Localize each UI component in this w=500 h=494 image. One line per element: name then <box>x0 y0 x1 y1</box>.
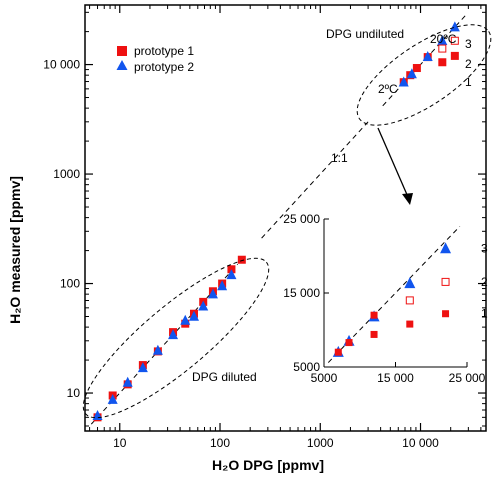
x-tick-label: 1000 <box>307 436 334 450</box>
inset-pointer-arrowhead <box>402 193 413 205</box>
y-tick-label: 1000 <box>53 167 80 181</box>
inset-chart: 5000 15 000 25 000 5000 15 000 25 000 3 2 1 <box>283 212 488 385</box>
point-prototype-2 <box>398 76 409 87</box>
label-main-2: 2 <box>465 57 472 71</box>
inset-point-prototype-2 <box>440 242 452 254</box>
inset-point-prototype-1 <box>345 339 353 347</box>
x-tick-label: 100 <box>210 436 230 450</box>
legend: prototype 1 prototype 2 <box>116 44 194 74</box>
inset-y-tick-label: 25 000 <box>283 212 320 226</box>
inset-point-prototype-1-open <box>441 277 450 286</box>
point-prototype-1 <box>237 255 246 264</box>
point-prototype-2 <box>207 288 218 299</box>
legend-label-prototype-1: prototype 1 <box>134 44 194 58</box>
y-axis-title: H₂O measured [ppmv] <box>7 176 23 324</box>
point-prototype-2 <box>437 35 448 46</box>
x-tick-label: 10 000 <box>402 436 439 450</box>
point-prototype-1 <box>438 58 447 67</box>
point-prototype-1-open <box>438 44 447 53</box>
label-2c: 2ºC <box>378 82 398 96</box>
inset-point-prototype-1-open <box>405 296 414 305</box>
inset-point-prototype-1 <box>370 330 378 338</box>
inset-label-2: 2 <box>481 275 488 289</box>
inset-y-tick-label: 5000 <box>293 360 320 374</box>
point-prototype-1-open <box>450 36 459 45</box>
point-prototype-2 <box>226 269 237 280</box>
inset-label-1: 1 <box>481 307 488 321</box>
diluted-cluster-outline <box>82 257 270 419</box>
point-prototype-2 <box>198 300 209 311</box>
inset-point-prototype-1 <box>370 311 378 319</box>
point-prototype-1 <box>412 64 421 73</box>
inset-label-3: 3 <box>481 242 488 256</box>
point-prototype-2 <box>422 50 433 61</box>
point-prototype-2 <box>406 68 417 79</box>
point-prototype-2 <box>180 314 191 325</box>
label-dpg-diluted: DPG diluted <box>192 370 257 384</box>
inset-y-tick-label: 15 000 <box>283 286 320 300</box>
y-tick-label: 10 000 <box>43 58 80 72</box>
x-axis-title: H₂O DPG [ppmv] <box>212 457 324 473</box>
point-prototype-2 <box>137 362 148 373</box>
inset-x-tick-label: 25 000 <box>449 371 486 385</box>
point-prototype-2 <box>217 280 228 291</box>
point-prototype-2 <box>168 329 179 340</box>
label-one-to-one: 1:1 <box>331 151 348 165</box>
inset-point-prototype-2 <box>404 277 416 289</box>
point-prototype-2 <box>122 376 133 387</box>
y-tick-label: 100 <box>60 277 80 291</box>
point-prototype-2 <box>107 393 118 404</box>
plot-area: 10 100 1000 10 000 10 100 1000 10 000 <box>43 4 487 450</box>
point-prototype-2 <box>188 310 199 321</box>
inset-x-tick-label: 5000 <box>311 371 338 385</box>
x-tick-label: 10 <box>113 436 127 450</box>
inset-pointer-arrow <box>377 127 409 198</box>
legend-marker-prototype-2 <box>116 60 128 70</box>
point-prototype-1 <box>450 51 459 60</box>
label-main-1: 1 <box>465 75 472 89</box>
legend-label-prototype-2: prototype 2 <box>134 60 194 74</box>
y-tick-label: 10 <box>67 386 81 400</box>
point-prototype-2 <box>449 21 460 32</box>
inset-point-prototype-1 <box>406 320 414 328</box>
inset-x-tick-label: 15 000 <box>377 371 414 385</box>
inset-point-prototype-1 <box>442 310 450 318</box>
point-prototype-2 <box>152 344 163 355</box>
annotations: DPG undiluted DPG diluted 20ºC 2ºC 3 2 1… <box>192 27 472 384</box>
legend-marker-prototype-1 <box>117 46 127 56</box>
label-dpg-undiluted: DPG undiluted <box>326 27 404 41</box>
label-main-3: 3 <box>465 37 472 51</box>
inset-point-prototype-1 <box>334 348 342 356</box>
label-20c: 20ºC <box>430 32 457 46</box>
